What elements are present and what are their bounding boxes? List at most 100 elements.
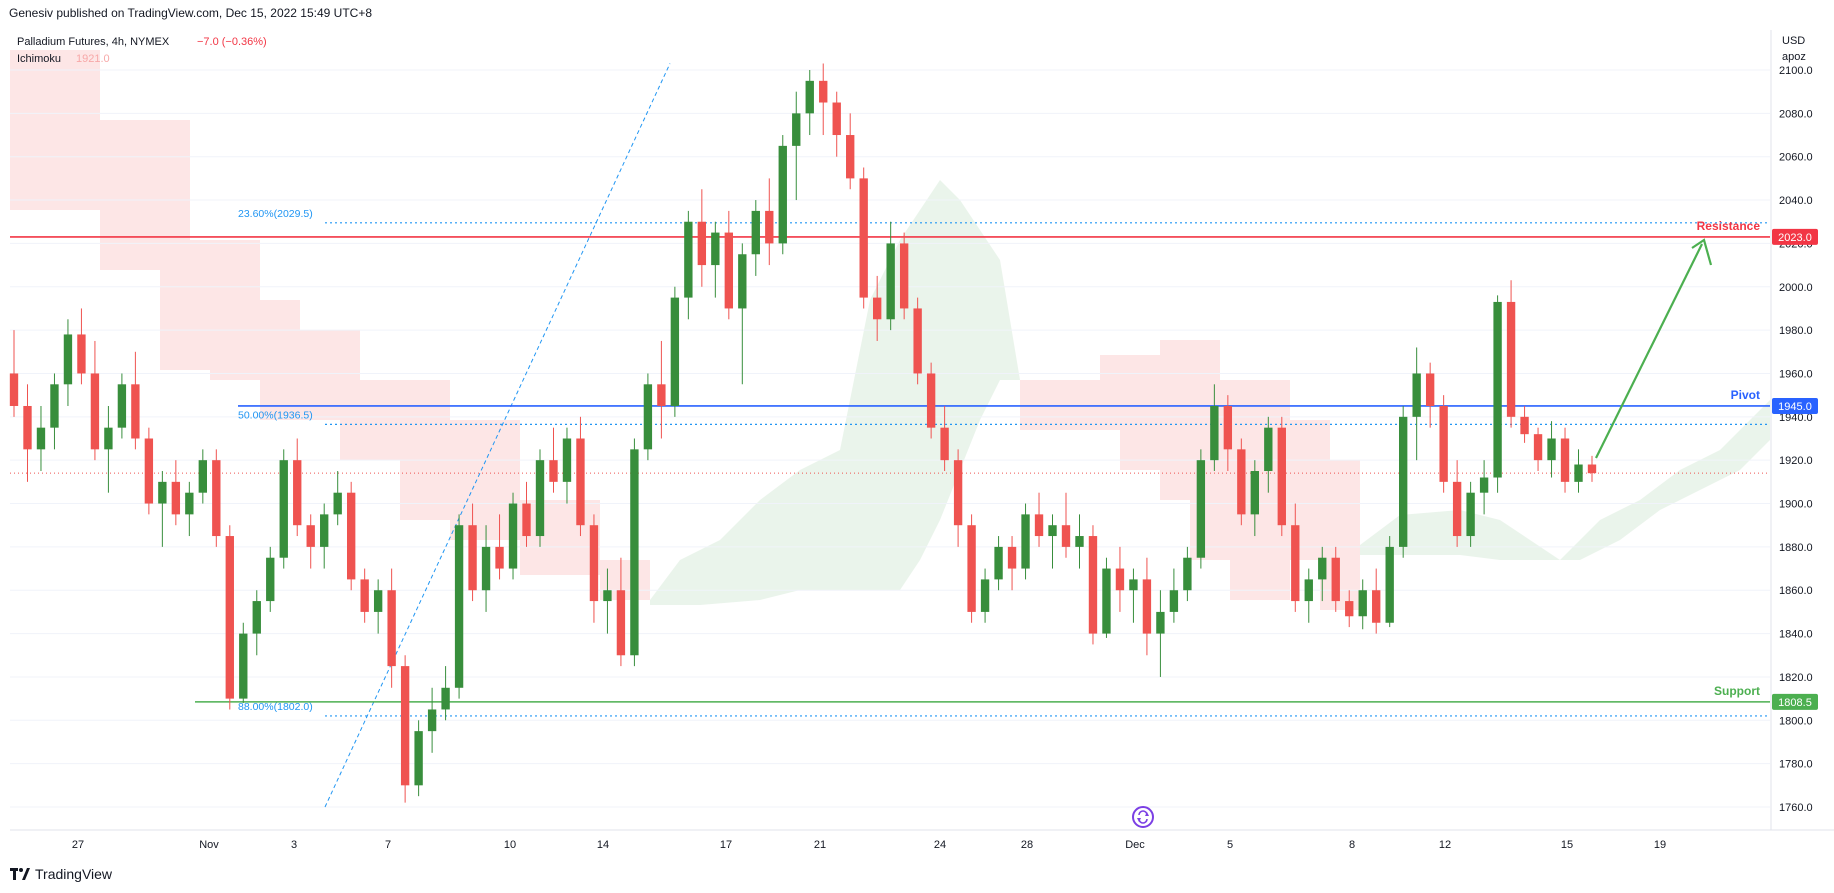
- candle-body: [239, 633, 248, 699]
- price-tick-label: 1900.0: [1779, 499, 1813, 511]
- price-axis-labels[interactable]: 1760.0 1780.0 1800.0 1820.0 1840.0 1860.0 1880…: [1779, 65, 1813, 814]
- candle-body: [846, 135, 855, 179]
- price-axis-currency: USD: [1782, 35, 1805, 47]
- candle-body: [1264, 427, 1273, 472]
- candle-body: [1250, 471, 1260, 515]
- candle-body: [198, 460, 208, 493]
- candle-body: [535, 460, 545, 537]
- price-tick-label: 2060.0: [1779, 152, 1813, 164]
- candle-body: [711, 232, 720, 266]
- candle-body: [805, 80, 814, 114]
- candle-body: [751, 210, 760, 255]
- time-tick-label: 14: [597, 839, 609, 851]
- candle-body: [765, 210, 774, 244]
- candle-body: [562, 438, 572, 482]
- candle-body: [185, 492, 194, 515]
- candle-body: [495, 546, 504, 569]
- candle-body: [1156, 611, 1165, 634]
- time-tick-label: 12: [1439, 839, 1451, 851]
- candle-body: [684, 221, 693, 298]
- candle-body: [90, 373, 100, 450]
- candle-body: [1425, 373, 1435, 406]
- time-tick-label: 7: [385, 839, 391, 851]
- level-label-resistance: Resistance: [1697, 219, 1761, 233]
- price-change: −7.0 (−0.36%): [197, 36, 267, 48]
- candle-body: [50, 384, 59, 428]
- cloud-bearish-2: [1020, 340, 1360, 610]
- candle-body: [967, 525, 976, 612]
- candle-body: [1560, 438, 1570, 482]
- candle-body: [1452, 481, 1462, 537]
- candle-body: [1479, 477, 1489, 493]
- candle-body: [1183, 557, 1192, 591]
- publish-info: Genesiv published on TradingView.com, De…: [9, 6, 372, 20]
- candle-body: [306, 525, 315, 547]
- time-tick-label: 15: [1561, 839, 1573, 851]
- candle-body: [994, 546, 1003, 580]
- price-tick-label: 1800.0: [1779, 715, 1813, 727]
- candle-body: [1169, 590, 1179, 612]
- time-tick-label: 27: [72, 839, 84, 851]
- price-tag-text: 2023.0: [1778, 232, 1812, 244]
- candle-body: [926, 373, 936, 428]
- candle-body: [1210, 405, 1219, 461]
- candle-body: [508, 503, 518, 569]
- candle-body: [589, 525, 599, 602]
- candle-body: [1088, 536, 1098, 634]
- time-tick-label: 21: [814, 839, 826, 851]
- sync-icon[interactable]: [1132, 806, 1154, 828]
- candle-body: [414, 731, 423, 786]
- price-tag-text: 1945.0: [1778, 401, 1812, 413]
- price-tick-label: 1940.0: [1779, 412, 1813, 424]
- candle-body: [616, 590, 626, 656]
- candle-body: [576, 438, 585, 526]
- candle-body: [293, 460, 302, 526]
- candle-body: [980, 579, 990, 612]
- candle-body: [1372, 590, 1381, 623]
- candle-body: [953, 460, 963, 526]
- candle-body: [320, 514, 329, 547]
- time-tick-label: 5: [1227, 839, 1233, 851]
- candle-body: [913, 308, 922, 374]
- candle-body: [1318, 557, 1327, 580]
- time-tick-label: Dec: [1125, 839, 1145, 851]
- price-level-tags: 2023.0 1945.0 1808.5: [1772, 228, 1818, 710]
- price-tag-resistance: [1772, 228, 1818, 245]
- candle-body: [212, 460, 221, 537]
- fib-level-label: 50.00%(1936.5): [238, 409, 313, 421]
- price-tag-pivot: [1772, 397, 1818, 414]
- price-tick-label: 1980.0: [1779, 325, 1813, 337]
- candle-body: [1237, 449, 1246, 515]
- price-axis-unit: apoz: [1782, 51, 1806, 63]
- time-tick-label: Nov: [199, 839, 219, 851]
- candle-body: [104, 427, 113, 450]
- candle-body: [630, 449, 639, 656]
- time-tick-label: 10: [504, 839, 516, 851]
- candle-body: [373, 590, 383, 612]
- tradingview-brand[interactable]: TradingView: [10, 866, 112, 882]
- candle-body: [1304, 579, 1313, 602]
- fib-swing-line: [324, 63, 671, 808]
- time-tick-label: 17: [720, 839, 732, 851]
- candle-body: [1142, 579, 1152, 634]
- candle-body: [724, 232, 734, 309]
- candle-body: [1345, 601, 1354, 617]
- fib-level-label: 23.60%(2029.5): [238, 208, 313, 220]
- time-axis-labels[interactable]: 27 Nov 3 7 10 14 17 21 24 28 Dec 5 8 12 15 19: [72, 839, 1666, 851]
- indicator-name: Ichimoku: [17, 53, 61, 65]
- candle-body: [427, 709, 437, 732]
- candle-body: [1493, 301, 1502, 478]
- candle-body: [549, 460, 558, 482]
- candle-body: [1223, 405, 1233, 450]
- candle-body: [131, 384, 140, 439]
- candle-body: [1048, 525, 1057, 537]
- candle-body: [266, 557, 275, 602]
- candle-body: [1061, 525, 1071, 547]
- cloud-bullish-1: [650, 180, 1020, 605]
- candle-body: [657, 384, 666, 406]
- candle-body: [63, 334, 73, 385]
- candle-body: [1520, 416, 1529, 435]
- level-label-pivot: Pivot: [1731, 388, 1760, 402]
- candle-body: [468, 525, 477, 591]
